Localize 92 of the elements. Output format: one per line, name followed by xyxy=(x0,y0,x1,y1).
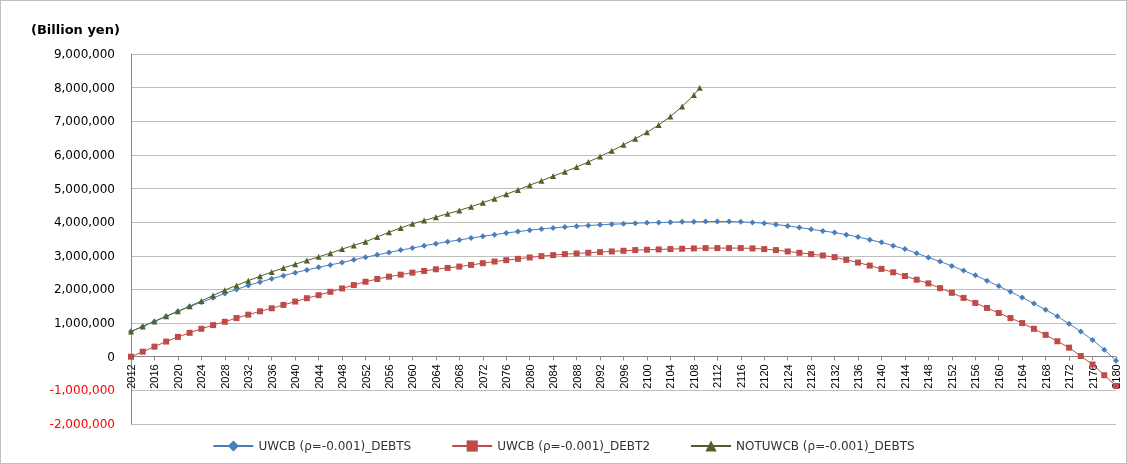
y-tick-label: 1,000,000 xyxy=(53,316,115,331)
legend-label: UWCB (ρ=-0.001)_DEBT2 xyxy=(497,439,651,453)
x-tick-label: 2076 xyxy=(500,364,513,389)
x-tick-label: 2084 xyxy=(547,364,560,389)
y-tick-label: 3,000,000 xyxy=(53,248,115,263)
x-tick-label: 2096 xyxy=(617,364,630,389)
x-tick-label: 2016 xyxy=(148,364,161,389)
y-axis-title: (Billion yen) xyxy=(31,22,120,37)
point xyxy=(632,135,639,142)
point xyxy=(280,264,287,271)
point xyxy=(585,158,592,165)
x-tick-label: 2060 xyxy=(406,364,419,389)
point xyxy=(339,246,346,253)
x-tick-label: 2012 xyxy=(125,364,137,389)
point xyxy=(362,238,369,245)
y-tick-label: 8,000,000 xyxy=(53,80,115,95)
x-tick-label: 2032 xyxy=(242,364,255,389)
x-tick-label: 2052 xyxy=(359,364,372,389)
x-tick-label: 2124 xyxy=(781,364,794,389)
x-tick-label: 2088 xyxy=(570,364,583,389)
x-tick-label: 2144 xyxy=(898,364,911,389)
point xyxy=(268,268,275,275)
legend-label: NOTUWCB (ρ=-0.001)_DEBTS xyxy=(736,439,915,453)
x-tick-label: 2100 xyxy=(640,364,653,389)
point xyxy=(327,250,334,257)
y-tick-label: 6,000,000 xyxy=(53,147,115,162)
point xyxy=(514,186,521,193)
x-tick-label: 2108 xyxy=(687,364,700,389)
point xyxy=(245,277,252,284)
y-tick-label: 2,000,000 xyxy=(53,282,115,297)
point xyxy=(655,121,662,128)
point xyxy=(421,217,428,224)
x-tick-label: 2036 xyxy=(265,364,278,389)
point xyxy=(315,253,322,260)
x-tick-label: 2160 xyxy=(992,364,1005,389)
x-tick-label: 2168 xyxy=(1039,364,1052,389)
x-tick-label: 2080 xyxy=(523,364,536,389)
point xyxy=(696,84,703,91)
x-tick-label: 2172 xyxy=(1063,364,1076,389)
point xyxy=(690,92,697,99)
x-tick-label: 2040 xyxy=(289,364,302,389)
y-tick-label: 9,000,000 xyxy=(53,47,115,61)
x-tick-label: 2156 xyxy=(969,364,982,389)
point xyxy=(479,199,486,206)
point xyxy=(550,173,557,180)
x-tick-label: 2148 xyxy=(922,364,935,389)
y-tick-label: 5,000,000 xyxy=(53,181,115,196)
x-tick-label: 2064 xyxy=(429,364,442,389)
x-tick-label: 2044 xyxy=(312,364,325,389)
y-tick-label: 7,000,000 xyxy=(53,114,115,129)
x-tick-label: 2072 xyxy=(476,364,489,389)
point xyxy=(374,233,381,240)
x-tick-label: 2164 xyxy=(1016,364,1029,389)
point xyxy=(667,113,674,120)
x-tick-label: 2092 xyxy=(594,364,607,389)
point xyxy=(597,153,604,160)
point xyxy=(233,282,240,289)
point xyxy=(620,141,627,148)
y-tick-label: 0 xyxy=(107,349,115,364)
point xyxy=(256,273,263,280)
x-tick-label: 2020 xyxy=(171,364,184,389)
x-tick-label: 2116 xyxy=(734,364,747,389)
x-tick-label: 2140 xyxy=(875,364,888,389)
x-tick-label: 2024 xyxy=(195,364,208,389)
x-tick-label: 2120 xyxy=(758,364,771,389)
x-tick-label: 2048 xyxy=(336,364,349,389)
point xyxy=(303,257,310,264)
x-tick-label: 2104 xyxy=(664,364,677,389)
point xyxy=(573,164,580,171)
point xyxy=(561,168,568,175)
y-tick-label: 4,000,000 xyxy=(53,215,115,230)
x-tick-label: 2128 xyxy=(805,364,818,389)
point xyxy=(397,224,404,231)
legend-label: UWCB (ρ=-0.001)_DEBTS xyxy=(258,439,412,453)
point xyxy=(491,195,498,202)
point xyxy=(608,147,615,154)
x-tick-label: 2132 xyxy=(828,364,841,389)
point xyxy=(385,229,392,236)
x-tick-label: 2056 xyxy=(382,364,395,389)
point xyxy=(538,177,545,184)
x-tick-label: 2136 xyxy=(852,364,865,389)
x-tick-label: 2152 xyxy=(945,364,958,389)
point xyxy=(409,220,416,227)
point xyxy=(468,203,475,210)
point xyxy=(432,214,439,221)
x-tick-label: 2068 xyxy=(453,364,466,389)
x-tick-label: 2112 xyxy=(711,364,724,389)
point xyxy=(643,129,650,136)
y-tick-label: -1,000,000 xyxy=(49,383,115,398)
point xyxy=(444,210,451,217)
y-tick-label: -2,000,000 xyxy=(49,417,115,431)
x-tick-label: 2028 xyxy=(218,364,231,389)
